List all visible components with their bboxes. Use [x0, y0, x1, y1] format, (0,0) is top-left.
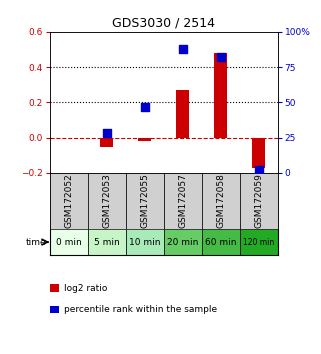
Bar: [138, 138, 152, 141]
Bar: [240, 173, 278, 229]
Text: GSM172055: GSM172055: [140, 173, 149, 228]
Text: 60 min: 60 min: [205, 238, 237, 247]
Text: log2 ratio: log2 ratio: [64, 284, 107, 293]
Bar: [50, 229, 88, 255]
Text: 0 min: 0 min: [56, 238, 82, 247]
Bar: [202, 173, 240, 229]
Point: [104, 131, 109, 136]
Point: [218, 55, 223, 60]
Bar: [164, 173, 202, 229]
Title: GDS3030 / 2514: GDS3030 / 2514: [112, 16, 215, 29]
Text: GSM172058: GSM172058: [216, 173, 225, 228]
Bar: [88, 229, 126, 255]
Bar: [202, 229, 240, 255]
Bar: [50, 173, 88, 229]
Bar: [88, 173, 126, 229]
Text: 20 min: 20 min: [167, 238, 198, 247]
Point: [256, 167, 261, 173]
Bar: [252, 138, 265, 167]
Bar: [164, 229, 202, 255]
Text: GSM172053: GSM172053: [102, 173, 111, 228]
Text: percentile rank within the sample: percentile rank within the sample: [64, 305, 217, 314]
Bar: [100, 138, 113, 147]
Text: 10 min: 10 min: [129, 238, 160, 247]
Bar: [126, 229, 164, 255]
Text: time: time: [26, 238, 47, 247]
Text: 120 min: 120 min: [243, 238, 274, 247]
Bar: [240, 229, 278, 255]
Text: GSM172057: GSM172057: [178, 173, 187, 228]
Text: GSM172059: GSM172059: [254, 173, 263, 228]
Text: 5 min: 5 min: [94, 238, 120, 247]
Point: [142, 104, 147, 109]
Bar: [176, 90, 189, 138]
Bar: [214, 53, 227, 138]
Point: [180, 46, 185, 52]
Text: GSM172052: GSM172052: [64, 174, 73, 228]
Bar: [126, 173, 164, 229]
